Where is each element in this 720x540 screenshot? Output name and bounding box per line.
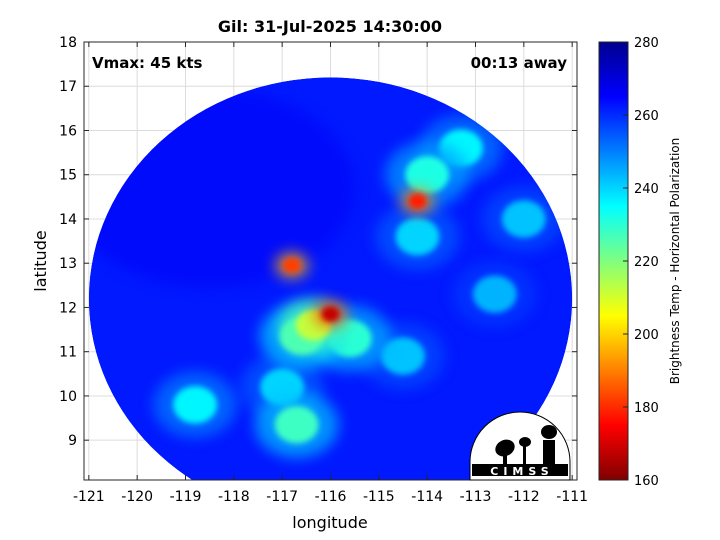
colorbar-tick-label: 180: [634, 401, 659, 416]
colorbar-tick-label: 260: [634, 109, 659, 124]
colorbar-tick-label: 280: [634, 36, 659, 51]
colorbar-tick-label: 200: [634, 328, 659, 343]
colorbar-ticks: 160 180 200 220 240 260 280: [623, 36, 659, 489]
tb-feature: [381, 337, 425, 375]
y-ticks: 9 10 11 12 13 14 15 16 17 18: [59, 35, 577, 449]
x-tick-label: -120: [121, 489, 153, 505]
y-tick-label: 16: [59, 123, 77, 139]
tb-feature: [274, 405, 319, 444]
tb-feature: [408, 193, 427, 209]
tb-feature: [282, 257, 301, 274]
x-tick-label: -114: [411, 489, 443, 505]
x-ticks: -121 -120 -119 -118 -117 -116 -115 -114 -113 -112…: [73, 42, 588, 505]
cimss-logo: CIMSS: [469, 411, 571, 481]
y-tick-label: 13: [59, 256, 77, 272]
tb-feature: [501, 200, 546, 238]
y-tick-label: 18: [59, 35, 77, 51]
x-tick-label: -116: [315, 489, 347, 505]
colorbar-tick-label: 220: [634, 255, 659, 270]
colorbar-label: Brightness Temp - Horizontal Polarizatio…: [668, 138, 682, 385]
time-away-annotation: 00:13 away: [471, 54, 568, 72]
y-tick-label: 9: [68, 433, 77, 449]
x-tick-label: -113: [460, 489, 492, 505]
x-tick-label: -118: [218, 489, 250, 505]
x-tick-label: -111: [556, 489, 588, 505]
chart-title: Gil: 31-Jul-2025 14:30:00: [218, 17, 442, 36]
tb-feature: [321, 306, 340, 322]
x-axis-label: longitude: [292, 513, 367, 532]
y-tick-label: 15: [59, 168, 77, 184]
x-tick-label: -119: [170, 489, 202, 505]
y-tick-label: 17: [59, 79, 77, 95]
y-tick-label: 12: [59, 300, 77, 316]
tb-feature: [405, 156, 450, 194]
tb-feature: [395, 217, 440, 256]
colorbar-tick-label: 240: [634, 182, 659, 197]
x-tick-label: -117: [266, 489, 298, 505]
y-tick-label: 14: [59, 212, 77, 228]
tb-feature: [173, 386, 218, 424]
y-tick-label: 10: [59, 389, 77, 405]
y-tick-label: 11: [59, 345, 77, 361]
colorbar-tick-label: 160: [634, 474, 659, 489]
x-tick-label: -112: [508, 489, 540, 505]
logo-text: CIMSS: [490, 465, 553, 478]
x-tick-label: -121: [73, 489, 105, 505]
x-tick-label: -115: [363, 489, 395, 505]
vmax-annotation: Vmax: 45 kts: [92, 54, 202, 72]
tb-feature: [472, 275, 517, 313]
y-axis-label: latitude: [31, 230, 50, 291]
